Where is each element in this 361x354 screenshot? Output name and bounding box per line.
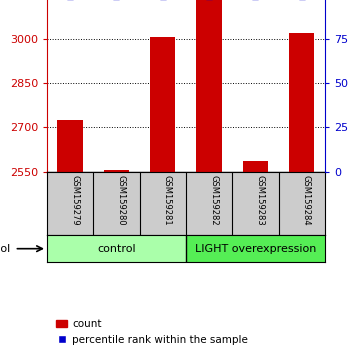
Bar — [196, 0, 222, 172]
Text: GSM159281: GSM159281 — [163, 175, 172, 225]
Bar — [104, 170, 129, 172]
Text: GSM159282: GSM159282 — [209, 175, 218, 225]
Text: LIGHT overexpression: LIGHT overexpression — [195, 244, 316, 254]
Bar — [243, 161, 268, 172]
Text: GSM159280: GSM159280 — [116, 175, 125, 225]
Bar — [289, 33, 314, 172]
Bar — [186, 235, 325, 262]
Bar — [47, 235, 186, 262]
Bar — [57, 120, 83, 172]
Bar — [150, 37, 175, 172]
Text: control: control — [97, 244, 136, 254]
Text: GSM159283: GSM159283 — [256, 175, 264, 225]
Text: protocol: protocol — [0, 244, 10, 254]
Text: GSM159284: GSM159284 — [302, 175, 311, 225]
Legend: count, percentile rank within the sample: count, percentile rank within the sample — [52, 315, 252, 349]
Text: GSM159279: GSM159279 — [70, 175, 79, 225]
